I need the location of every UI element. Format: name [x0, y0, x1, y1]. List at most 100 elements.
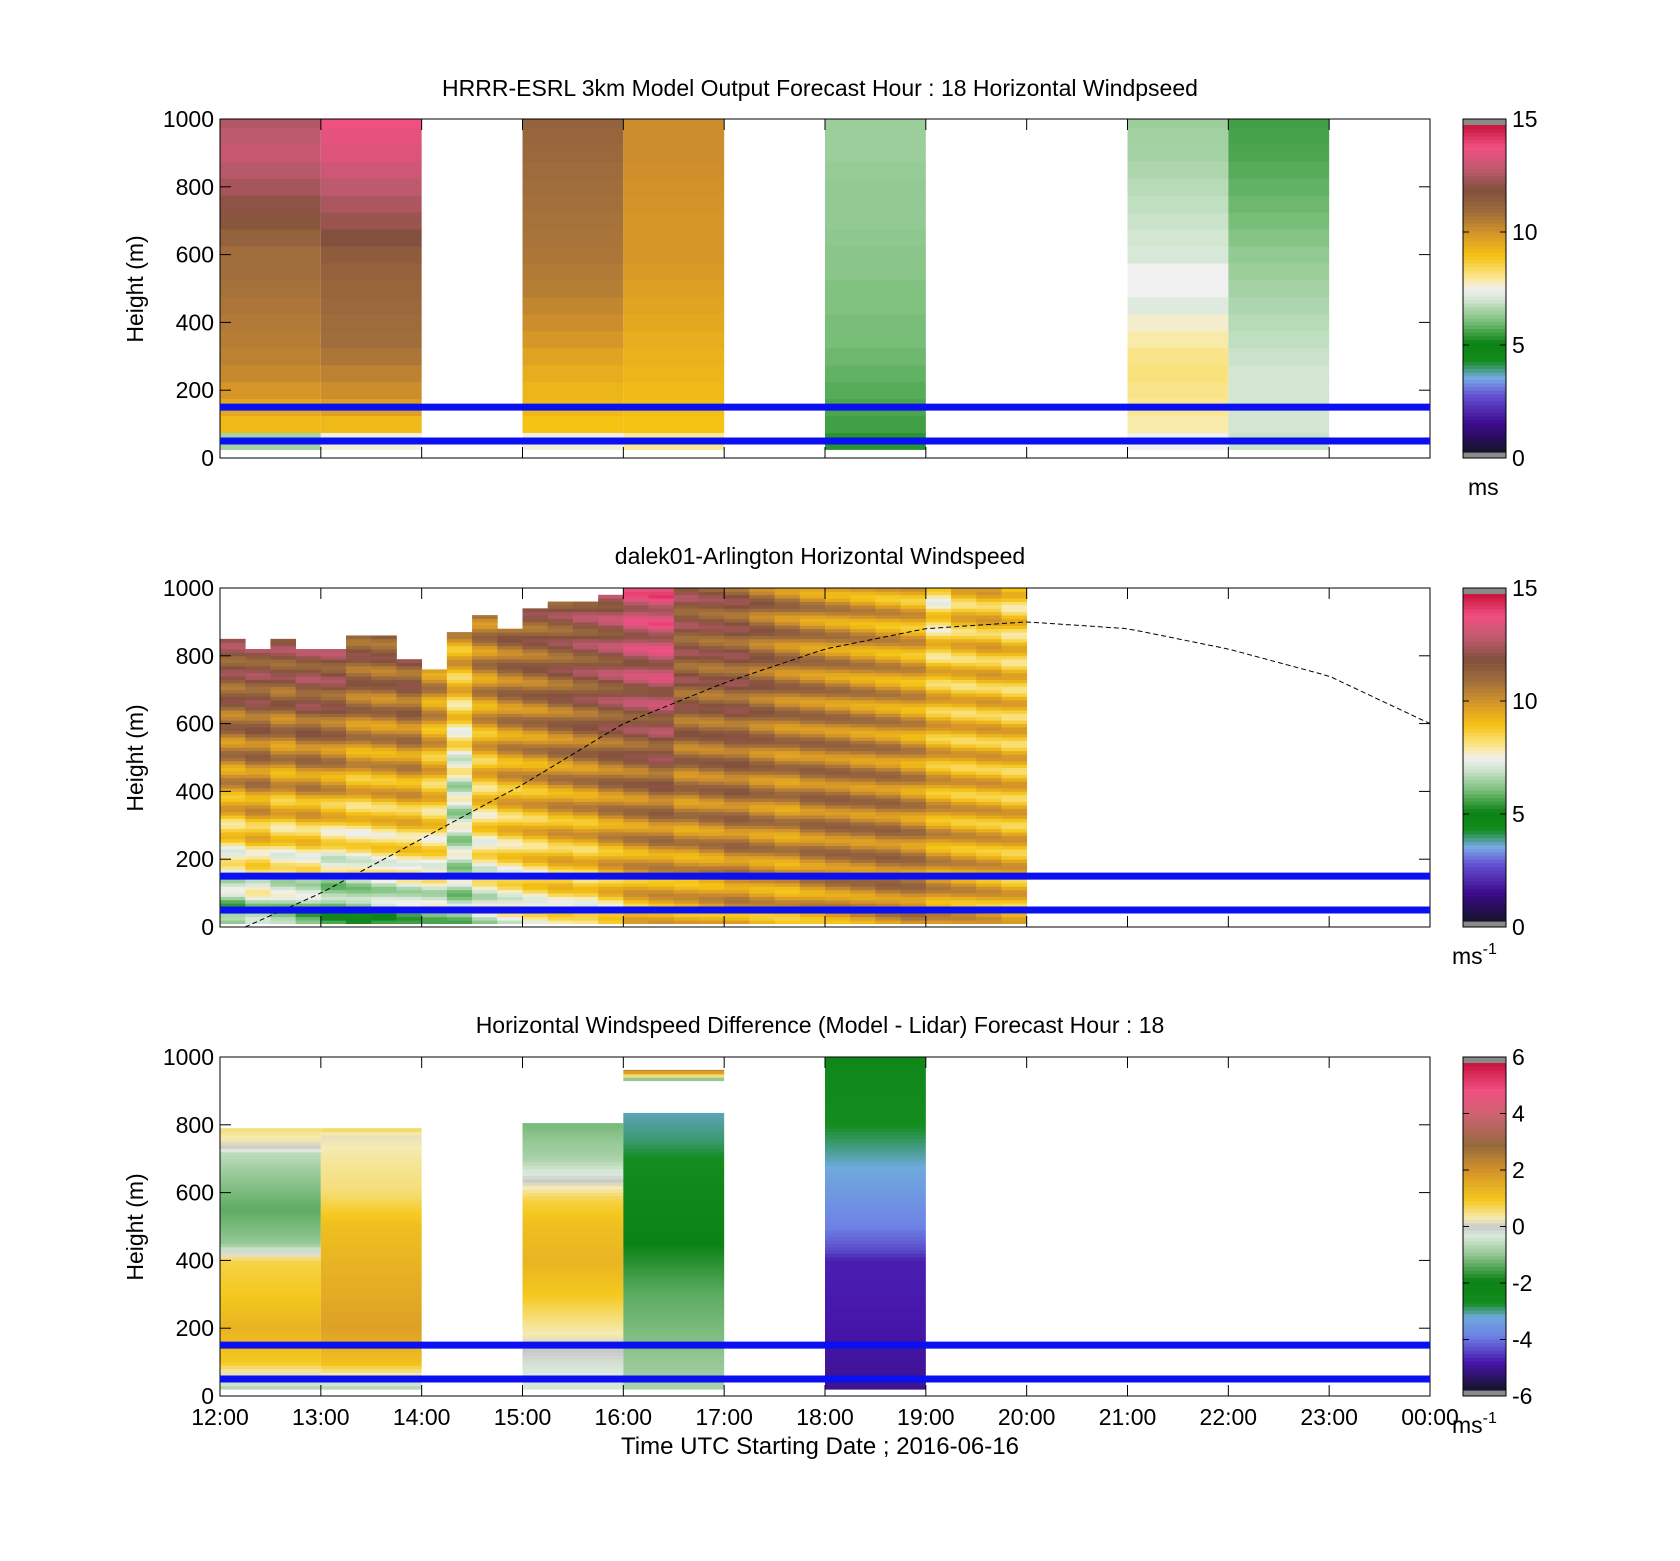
- heatmap-cell: [572, 669, 599, 674]
- heatmap-cell: [396, 808, 423, 813]
- heatmap-cell: [648, 764, 675, 769]
- heatmap-cell: [673, 899, 700, 904]
- heatmap-cell: [749, 862, 775, 867]
- heatmap-cell: [220, 195, 321, 213]
- heatmap-cell: [925, 604, 952, 609]
- heatmap-cell: [421, 760, 448, 765]
- heatmap-cell: [371, 859, 397, 863]
- heatmap-cell: [623, 913, 649, 918]
- heatmap-cell: [724, 794, 750, 799]
- heatmap-cell: [698, 737, 725, 741]
- heatmap-cell: [951, 815, 977, 819]
- heatmap-cell: [396, 699, 423, 704]
- heatmap-cell: [623, 1372, 725, 1377]
- heatmap-cell: [774, 723, 801, 728]
- heatmap-cell: [724, 842, 750, 847]
- colorbar-swatch: [1463, 721, 1506, 726]
- heatmap-cell: [522, 916, 549, 921]
- heatmap-cell: [220, 415, 321, 433]
- heatmap-cell: [825, 1134, 926, 1139]
- heatmap-cell: [270, 730, 297, 735]
- heatmap-cell: [220, 781, 246, 786]
- heatmap-cell: [320, 1168, 422, 1173]
- heatmap-cell: [522, 852, 549, 857]
- heatmap-cell: [547, 845, 574, 850]
- heatmap-cell: [320, 821, 347, 826]
- heatmap-cell: [497, 645, 523, 650]
- y-tick-label: 200: [176, 377, 214, 403]
- heatmap-cell: [472, 645, 498, 650]
- heatmap-cell: [749, 818, 775, 823]
- colorbar-swatch: [1463, 237, 1506, 242]
- colorbar-swatch: [1463, 299, 1506, 304]
- heatmap-cell: [724, 689, 750, 694]
- heatmap-cell: [850, 862, 876, 867]
- heatmap-cell: [472, 723, 498, 728]
- heatmap-cell: [320, 1301, 422, 1305]
- heatmap-cell: [825, 747, 851, 752]
- heatmap-cell: [220, 730, 246, 735]
- heatmap-cell: [951, 615, 977, 619]
- heatmap-cell: [799, 686, 826, 691]
- heatmap-cell: [799, 845, 826, 850]
- heatmap-cell: [320, 845, 347, 850]
- heatmap-cell: [774, 703, 801, 708]
- heatmap-cell: [421, 737, 448, 741]
- heatmap-cell: [648, 665, 675, 670]
- heatmap-cell: [572, 825, 599, 830]
- heatmap-cell: [522, 144, 624, 162]
- heatmap-cell: [623, 662, 649, 667]
- heatmap-cell: [623, 828, 649, 833]
- heatmap-cell: [371, 818, 397, 823]
- heatmap-cell: [446, 635, 473, 640]
- heatmap-cell: [1127, 280, 1229, 298]
- heatmap-cell: [396, 754, 423, 758]
- heatmap-cell: [572, 811, 599, 816]
- heatmap-cell: [623, 161, 725, 179]
- heatmap-cell: [623, 794, 649, 799]
- heatmap-cell: [371, 889, 397, 894]
- heatmap-cell: [875, 740, 902, 745]
- heatmap-cell: [976, 781, 1002, 786]
- heatmap-cell: [598, 764, 624, 769]
- heatmap-cell: [396, 879, 423, 884]
- heatmap-cell: [724, 638, 750, 643]
- heatmap-cell: [245, 703, 271, 708]
- heatmap-cell: [572, 764, 599, 769]
- heatmap-cell: [472, 804, 498, 809]
- heatmap-cell: [900, 865, 927, 870]
- heatmap-cell: [825, 1114, 926, 1119]
- heatmap-cell: [497, 849, 523, 853]
- heatmap-cell: [371, 774, 397, 779]
- heatmap-cell: [220, 1351, 321, 1356]
- heatmap-cell: [724, 645, 750, 650]
- heatmap-cell: [547, 899, 574, 904]
- heatmap-cell: [245, 845, 271, 850]
- y-tick-label: 400: [176, 1247, 214, 1273]
- heatmap-cell: [623, 886, 649, 891]
- heatmap-cell: [295, 849, 322, 853]
- heatmap-cell: [875, 832, 902, 836]
- heatmap-cell: [925, 889, 952, 894]
- colorbar-swatch: [1463, 448, 1506, 453]
- heatmap-cell: [522, 347, 624, 366]
- heatmap-cell: [522, 1175, 624, 1180]
- heatmap-cell: [825, 1260, 926, 1265]
- colorbar-swatch: [1463, 775, 1506, 780]
- heatmap-cell: [976, 737, 1002, 741]
- heatmap-cell: [396, 798, 423, 802]
- heatmap-cell: [673, 706, 700, 711]
- heatmap-cell: [648, 682, 675, 687]
- heatmap-cell: [623, 1073, 725, 1078]
- heatmap-cell: [698, 859, 725, 863]
- heatmap-cell: [1127, 161, 1229, 179]
- heatmap-cell: [446, 689, 473, 694]
- heatmap-cell: [724, 669, 750, 674]
- colorbar-swatch: [1463, 630, 1506, 635]
- heatmap-cell: [774, 601, 801, 606]
- heatmap-cell: [270, 743, 297, 748]
- heatmap-cell: [825, 913, 851, 918]
- colorbar-swatch: [1463, 884, 1506, 889]
- heatmap-cell: [346, 757, 372, 762]
- heatmap-cell: [497, 920, 523, 925]
